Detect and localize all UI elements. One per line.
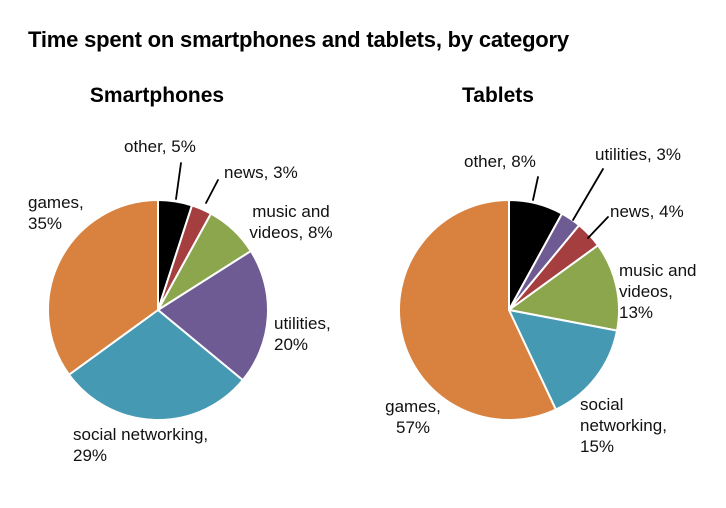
pie-slice-social-networking (508, 309, 619, 411)
slice-label-other: other, 8% (464, 152, 536, 171)
pie-slice-music-and-videos (508, 244, 620, 332)
leader-line-other (175, 162, 182, 200)
slice-label-games: games, 35% (28, 193, 84, 233)
pie-title-tablets: Tablets (462, 84, 534, 107)
pie-slice-social-networking (68, 309, 244, 422)
slice-label-utilities: utilities, 20% (274, 314, 331, 354)
slice-label-music-and-videos: music and videos, 13% (619, 261, 697, 322)
slice-label-music-and-videos: music and videos, 8% (249, 202, 333, 242)
leader-line-news (205, 179, 219, 204)
slice-label-news: news, 4% (610, 202, 684, 221)
leader-line-utilities (572, 168, 604, 221)
slice-label-news: news, 3% (224, 163, 298, 182)
pie-title-smartphones: Smartphones (89, 84, 225, 107)
slice-label-games: games, 57% (385, 397, 441, 437)
pie-slice-games (47, 199, 159, 376)
slice-label-social-networking: social networking, 29% (73, 425, 209, 465)
pie-slice-utilities (157, 250, 269, 382)
page-title: Time spent on smartphones and tablets, b… (28, 27, 569, 52)
leader-line-other (532, 176, 539, 201)
pie-slice-games (398, 199, 557, 421)
slice-label-social-networking: social networking, 15% (580, 395, 667, 456)
slice-label-utilities: utilities, 3% (595, 145, 681, 164)
slice-label-other: other, 5% (124, 137, 196, 156)
leader-line-news (587, 216, 609, 239)
